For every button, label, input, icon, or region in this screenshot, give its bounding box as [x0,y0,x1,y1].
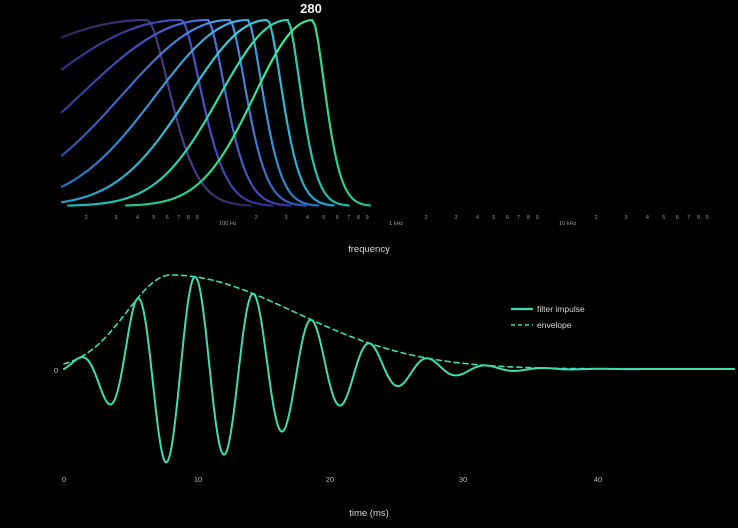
svg-text:9: 9 [536,215,539,221]
svg-text:5: 5 [152,215,155,221]
svg-text:8: 8 [187,215,190,221]
svg-text:7: 7 [687,215,690,221]
svg-text:9: 9 [196,215,199,221]
svg-text:10: 10 [194,475,202,484]
svg-text:9: 9 [366,215,369,221]
svg-text:8: 8 [527,215,530,221]
svg-text:7: 7 [517,215,520,221]
svg-text:3: 3 [625,215,628,221]
svg-text:filter impulse: filter impulse [537,304,585,314]
svg-text:5: 5 [322,215,325,221]
svg-text:4: 4 [306,215,309,221]
svg-text:7: 7 [347,215,350,221]
svg-text:9: 9 [706,215,709,221]
svg-text:40: 40 [594,475,602,484]
svg-text:3: 3 [285,215,288,221]
svg-text:2: 2 [425,215,428,221]
svg-text:5: 5 [662,215,665,221]
svg-text:4: 4 [476,215,479,221]
svg-text:100 Hz: 100 Hz [219,221,237,227]
svg-text:20: 20 [326,475,334,484]
svg-text:280: 280 [300,1,322,16]
svg-text:3: 3 [115,215,118,221]
svg-text:2: 2 [85,215,88,221]
svg-text:6: 6 [676,215,679,221]
svg-text:8: 8 [697,215,700,221]
svg-text:2: 2 [595,215,598,221]
svg-text:0: 0 [62,475,66,484]
svg-text:2: 2 [255,215,258,221]
svg-text:time (ms): time (ms) [349,508,389,519]
svg-text:7: 7 [177,215,180,221]
svg-text:6: 6 [506,215,509,221]
svg-text:4: 4 [136,215,139,221]
svg-text:frequency: frequency [348,244,390,255]
svg-text:4: 4 [646,215,649,221]
svg-text:5: 5 [492,215,495,221]
svg-text:6: 6 [166,215,169,221]
svg-text:0: 0 [54,366,58,375]
svg-text:1 kHz: 1 kHz [389,221,404,227]
svg-text:envelope: envelope [537,320,572,330]
svg-text:3: 3 [455,215,458,221]
svg-text:8: 8 [357,215,360,221]
svg-text:6: 6 [336,215,339,221]
svg-text:10 kHz: 10 kHz [559,221,577,227]
svg-text:30: 30 [459,475,467,484]
